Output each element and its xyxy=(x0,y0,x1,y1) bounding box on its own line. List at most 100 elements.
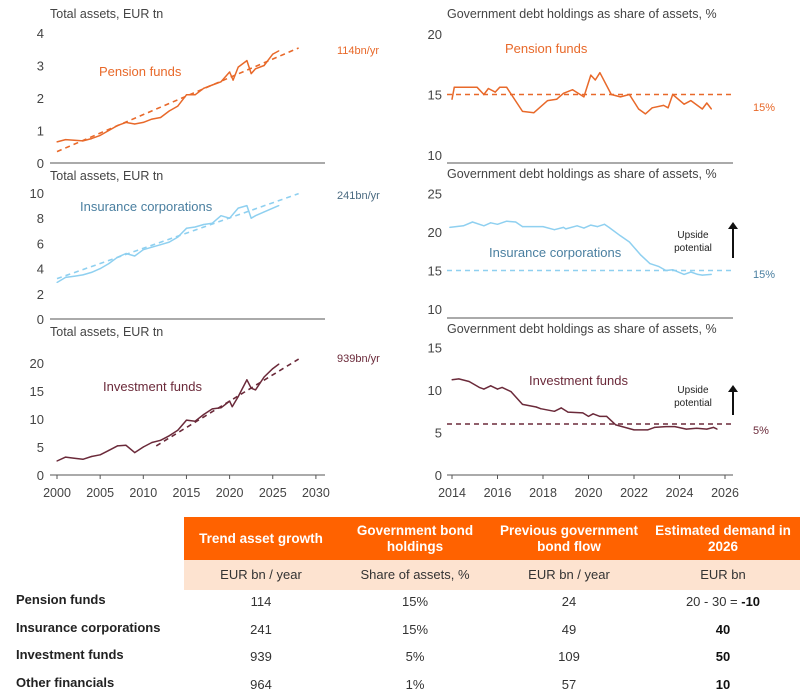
y-tick-label: 1 xyxy=(37,124,44,139)
unit-flow: EUR bn / year xyxy=(528,567,610,582)
data-point xyxy=(510,391,512,393)
data-point xyxy=(229,400,231,402)
data-point xyxy=(590,74,592,76)
series-line xyxy=(56,204,280,284)
data-point xyxy=(683,273,685,275)
data-point xyxy=(706,102,708,104)
data-point xyxy=(701,274,703,276)
data-point xyxy=(506,220,508,222)
data-point xyxy=(451,98,453,100)
data-point xyxy=(521,110,524,113)
data-point xyxy=(142,249,144,251)
data-point xyxy=(468,380,470,383)
data-point xyxy=(65,456,67,458)
data-point xyxy=(583,227,585,229)
chart-title: Total assets, EUR tn xyxy=(50,7,163,21)
demand-formula: 20 - 30 = xyxy=(685,594,742,609)
data-point xyxy=(599,72,601,74)
y-tick-label: 20 xyxy=(30,356,44,371)
series-label: Insurance corporations xyxy=(489,245,622,260)
data-point xyxy=(658,266,660,268)
data-point xyxy=(483,225,485,227)
data-point xyxy=(125,444,127,446)
data-point xyxy=(194,226,196,228)
data-point xyxy=(685,428,687,430)
row-label: Investment funds xyxy=(16,647,124,662)
x-tick-label: 2030 xyxy=(302,486,330,500)
data-point xyxy=(99,134,101,136)
y-tick-label: 10 xyxy=(428,302,442,317)
data-point xyxy=(108,449,110,451)
data-point xyxy=(125,252,127,255)
data-point xyxy=(82,458,84,460)
data-point xyxy=(211,222,213,224)
series-line xyxy=(451,71,712,115)
reference-label: 5% xyxy=(753,425,769,437)
data-point xyxy=(134,452,136,454)
data-point xyxy=(540,408,542,410)
data-point xyxy=(73,275,75,277)
header-previous-flow: Previous government bond flow xyxy=(499,522,639,554)
data-point xyxy=(177,429,179,431)
data-point xyxy=(637,108,640,110)
data-point xyxy=(576,225,578,227)
data-point xyxy=(571,89,574,91)
x-tick-label: 2016 xyxy=(484,486,512,500)
x-tick-label: 2025 xyxy=(259,486,287,500)
x-tick-label: 2022 xyxy=(620,486,648,500)
arrow-head-icon xyxy=(728,385,738,392)
data-point xyxy=(56,460,58,462)
series-label: Investment funds xyxy=(529,373,628,388)
x-tick-label: 2018 xyxy=(529,486,557,500)
y-tick-label: 15 xyxy=(428,341,442,356)
data-point xyxy=(603,223,606,225)
data-point xyxy=(203,87,205,89)
data-point xyxy=(151,246,153,248)
data-point xyxy=(542,226,544,228)
data-point xyxy=(515,221,517,223)
data-point xyxy=(99,268,101,270)
data-point xyxy=(487,87,489,90)
data-point xyxy=(499,86,501,88)
data-point xyxy=(125,121,127,123)
data-point xyxy=(649,262,651,265)
y-tick-label: 8 xyxy=(37,211,44,226)
data-point xyxy=(142,446,144,448)
data-point xyxy=(108,129,110,132)
trend-line xyxy=(56,47,299,153)
demand-result: -10 xyxy=(741,594,761,609)
data-point xyxy=(134,255,136,257)
y-tick-label: 10 xyxy=(30,186,44,201)
charts-area: Total assets, EUR tn 0 1 2 3 4 Pension funds 11… xyxy=(30,7,776,500)
data-point xyxy=(168,110,170,112)
data-point xyxy=(690,271,692,273)
data-point xyxy=(706,428,708,430)
data-point xyxy=(662,104,665,106)
data-point xyxy=(254,215,257,217)
data-point xyxy=(496,223,499,225)
data-point xyxy=(56,281,58,284)
data-point xyxy=(592,413,594,415)
demand-cell: 40 xyxy=(646,622,800,637)
data-point xyxy=(535,406,537,408)
data-point xyxy=(142,121,144,123)
y-tick-label: 20 xyxy=(428,27,442,42)
x-tick-label: 2000 xyxy=(43,486,71,500)
data-point xyxy=(151,441,153,444)
header-gov-bond-holdings: Government bond holdings xyxy=(356,522,474,554)
data-point xyxy=(90,455,93,458)
y-tick-label: 5 xyxy=(37,440,44,455)
reference-label: 15% xyxy=(753,269,775,281)
y-tick-label: 15 xyxy=(30,384,44,399)
data-point xyxy=(203,223,205,226)
data-point xyxy=(506,86,508,88)
data-point xyxy=(151,118,153,120)
y-tick-label: 2 xyxy=(37,91,44,106)
data-point xyxy=(501,386,503,389)
table-cell: 939 xyxy=(250,649,272,664)
data-point xyxy=(562,92,565,94)
data-point xyxy=(672,269,674,271)
demand-cell: 50 xyxy=(646,649,800,664)
table-cell: 964 xyxy=(250,676,272,692)
data-point xyxy=(56,141,58,143)
